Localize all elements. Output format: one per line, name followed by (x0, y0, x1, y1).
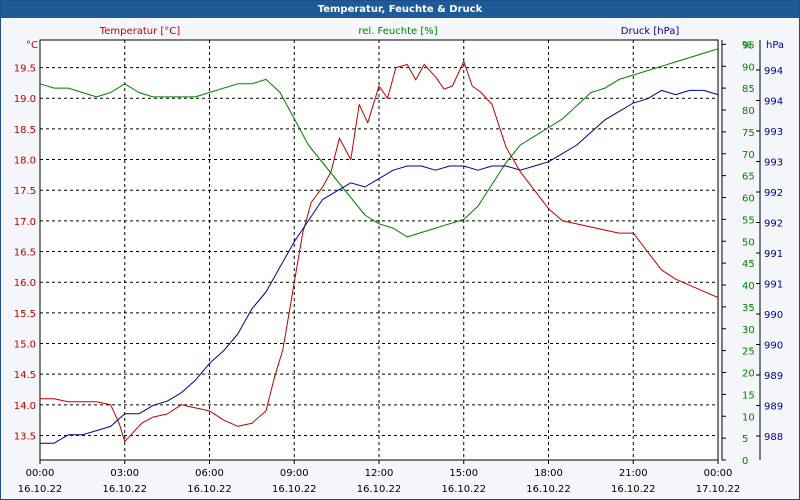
humidity-tick: 25 (742, 347, 755, 358)
humidity-tick: 65 (742, 172, 755, 183)
humidity-line (39, 48, 719, 238)
pressure-tick: 991 (764, 249, 783, 260)
x-tick-time: 12:00 (365, 468, 394, 479)
pressure-tick: 991 (764, 280, 783, 291)
humidity-tick: 15 (742, 390, 755, 401)
series-layer (39, 48, 719, 444)
temperature-tick: 14.5 (14, 370, 36, 381)
humidity-tick: 5 (742, 434, 748, 445)
temperature-tick: 14.0 (14, 401, 36, 412)
humidity-tick: 50 (742, 237, 755, 248)
pressure-tick: 990 (764, 341, 783, 352)
temperature-unit: °C (26, 40, 38, 51)
pressure-line (40, 89, 719, 444)
humidity-tick: 60 (742, 194, 755, 205)
x-tick-date: 16.10.22 (611, 484, 656, 495)
temperature-tick: 15.5 (14, 309, 36, 320)
pressure-tick: 993 (764, 158, 783, 169)
pressure-tick: 990 (764, 310, 783, 321)
pressure-tick: 992 (764, 219, 783, 230)
x-tick-time: 06:00 (195, 468, 224, 479)
x-tick-date: 16.10.22 (357, 484, 402, 495)
humidity-tick: 30 (742, 325, 755, 336)
humidity-tick: 35 (742, 303, 755, 314)
x-tick-time: 00:00 (704, 468, 733, 479)
temperature-tick: 13.5 (14, 431, 36, 442)
humidity-tick: 20 (742, 369, 755, 380)
temperature-axis-title: Temperatur [°C] (99, 26, 180, 37)
pressure-unit: hPa (766, 40, 784, 51)
x-tick-date: 16.10.22 (272, 484, 317, 495)
temperature-tick: 17.5 (14, 186, 36, 197)
x-tick-date: 16.10.22 (441, 484, 486, 495)
humidity-tick: 40 (742, 281, 755, 292)
pressure-tick: 992 (764, 188, 783, 199)
pressure-tick: 993 (764, 127, 783, 138)
x-tick-date: 17.10.22 (696, 484, 741, 495)
pressure-tick: 989 (764, 402, 783, 413)
pressure-tick: 994 (764, 97, 783, 108)
humidity-tick: 70 (742, 150, 755, 161)
x-tick-date: 16.10.22 (187, 484, 232, 495)
grid-lines (39, 40, 761, 464)
pressure-tick: 989 (764, 371, 783, 382)
humidity-tick: 95 (742, 40, 755, 51)
pressure-tick: 988 (764, 432, 783, 443)
humidity-axis-title: rel. Feuchte [%] (358, 26, 437, 37)
x-tick-date: 16.10.22 (102, 484, 147, 495)
x-tick-time: 09:00 (280, 468, 309, 479)
pressure-tick: 994 (764, 66, 783, 77)
humidity-tick: 75 (742, 128, 755, 139)
humidity-tick: 80 (742, 106, 755, 117)
x-tick-time: 03:00 (110, 468, 139, 479)
temperature-tick: 19.0 (14, 94, 36, 105)
x-tick-time: 18:00 (534, 468, 563, 479)
humidity-unit: % (742, 40, 752, 51)
temperature-tick: 19.5 (14, 64, 36, 75)
temperature-tick: 15.0 (14, 340, 36, 351)
humidity-tick: 45 (742, 259, 755, 270)
temperature-line (40, 61, 719, 443)
axis-labels: Temperatur [°C] rel. Feuchte [%] Druck [… (14, 26, 784, 495)
x-tick-time: 00:00 (26, 468, 55, 479)
temperature-tick: 17.0 (14, 217, 36, 228)
x-tick-date: 16.10.22 (18, 484, 63, 495)
humidity-tick: 55 (742, 215, 755, 226)
temperature-tick: 16.5 (14, 248, 36, 259)
humidity-tick: 85 (742, 84, 755, 95)
temperature-tick: 18.0 (14, 156, 36, 167)
window-title: Temperatur, Feuchte & Druck (1, 1, 799, 18)
x-tick-time: 21:00 (619, 468, 648, 479)
temperature-tick: 18.5 (14, 125, 36, 136)
x-tick-time: 15:00 (449, 468, 478, 479)
humidity-tick: 90 (742, 62, 755, 73)
humidity-tick: 0 (742, 456, 748, 467)
x-tick-date: 16.10.22 (526, 484, 571, 495)
pressure-axis-title: Druck [hPa] (621, 26, 680, 37)
humidity-tick: 10 (742, 412, 755, 423)
temperature-tick: 16.0 (14, 278, 36, 289)
